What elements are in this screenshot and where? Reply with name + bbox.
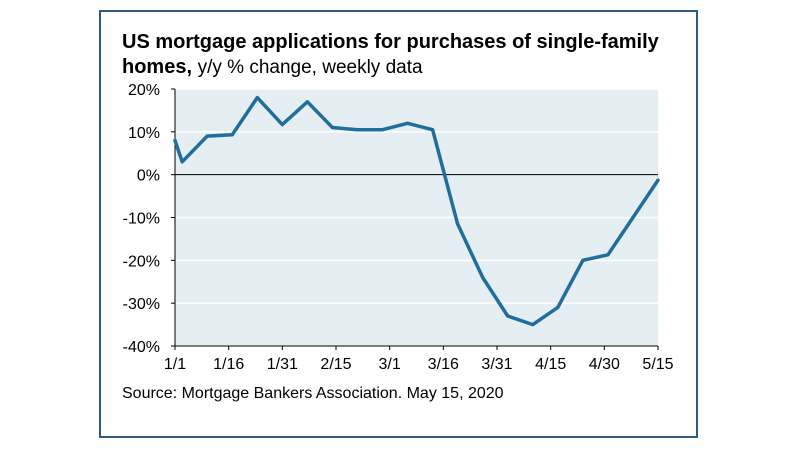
data-point bbox=[205, 134, 209, 138]
data-point bbox=[606, 253, 610, 257]
x-tick-label: 3/31 bbox=[481, 356, 512, 373]
x-tick-label: 1/16 bbox=[213, 356, 244, 373]
x-tick-label: 5/15 bbox=[642, 356, 673, 373]
data-point bbox=[180, 160, 184, 164]
chart-subtitle: y/y % change, weekly data bbox=[197, 57, 423, 78]
x-tick-label: 3/1 bbox=[379, 356, 401, 373]
y-tick-label: -30% bbox=[123, 296, 160, 313]
x-tick-label: 4/30 bbox=[589, 356, 620, 373]
data-point bbox=[305, 100, 309, 104]
y-tick-label: 0% bbox=[137, 168, 160, 185]
data-point bbox=[631, 216, 635, 219]
data-point bbox=[481, 275, 485, 279]
y-tick-label: 20% bbox=[128, 82, 160, 99]
data-point bbox=[556, 305, 560, 309]
x-tick-label: 3/16 bbox=[428, 356, 459, 373]
data-point bbox=[581, 258, 585, 262]
data-point bbox=[506, 314, 510, 318]
y-tick-label: -40% bbox=[123, 339, 160, 356]
x-tick-label: 2/15 bbox=[320, 356, 351, 373]
data-point bbox=[406, 121, 410, 125]
data-point bbox=[255, 96, 259, 100]
chart-title: US mortgage applications for purchases o… bbox=[122, 31, 659, 78]
y-tick-label: 10% bbox=[128, 125, 160, 142]
data-point bbox=[431, 128, 435, 132]
data-point bbox=[280, 123, 284, 127]
x-tick-label: 4/15 bbox=[535, 356, 566, 373]
data-point bbox=[173, 138, 177, 142]
data-point bbox=[456, 222, 460, 226]
data-point bbox=[531, 323, 535, 327]
data-point bbox=[230, 133, 234, 137]
data-point bbox=[656, 178, 660, 182]
data-point bbox=[381, 128, 385, 132]
y-tick-label: -10% bbox=[123, 211, 160, 228]
chart-title-block: US mortgage applications for purchases o… bbox=[122, 30, 682, 80]
data-point bbox=[330, 126, 334, 130]
chart-source: Source: Mortgage Bankers Association. Ma… bbox=[122, 385, 504, 402]
x-tick-label: 1/31 bbox=[267, 356, 298, 373]
y-tick-label: -20% bbox=[123, 253, 160, 270]
data-point bbox=[355, 128, 359, 132]
x-tick-label: 1/1 bbox=[164, 356, 186, 373]
